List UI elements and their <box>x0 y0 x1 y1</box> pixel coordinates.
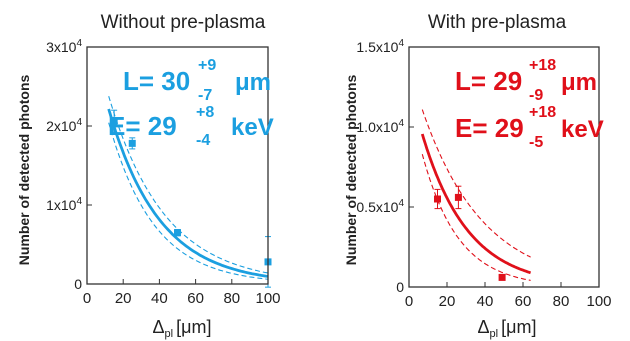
right-annotation: L= 29 +18 -9 μm E= 29 +18 -5 keV <box>455 57 604 151</box>
right-E-sub: -5 <box>529 134 543 151</box>
left-x-label-symbol: Δ <box>153 317 165 337</box>
right-y-axis-label: Number of detected photons <box>343 75 359 266</box>
right-data-point <box>498 273 506 281</box>
left-L-value: L= 30 <box>123 66 190 96</box>
left-data-point <box>174 229 181 237</box>
right-plot-frame <box>408 46 600 288</box>
right-axis-ticks: 0 20 40 60 80 100 0 0.5x104 1.0x104 1.5x104 <box>356 38 611 310</box>
left-E-value: E= 29 <box>108 111 177 141</box>
left-x-label-unit: [μm] <box>176 317 211 337</box>
right-data-point <box>434 195 441 203</box>
right-L-sub: -9 <box>529 87 543 104</box>
right-y-tick-label: 0.5x104 <box>356 198 404 215</box>
right-x-axis-label: Δpl [μm] <box>478 317 537 340</box>
left-x-tick-label: 0 <box>83 290 91 307</box>
right-E-unit: keV <box>561 116 604 143</box>
right-x-tick-label: 80 <box>553 293 570 310</box>
left-y-tick-label: 0 <box>74 276 82 292</box>
left-E-sup: +8 <box>196 104 214 121</box>
left-y-tick-label: 3x104 <box>46 38 82 55</box>
left-chart-title: Without pre-plasma <box>101 12 266 33</box>
left-x-tick-label: 20 <box>115 290 132 307</box>
right-data-point <box>454 193 462 201</box>
left-data-point <box>110 118 118 126</box>
right-y-tick-label: 1.5x104 <box>356 38 404 55</box>
left-plot-frame <box>86 46 269 285</box>
right-y-tick-label: 1.0x104 <box>356 118 404 135</box>
left-x-tick-label: 100 <box>255 290 280 307</box>
right-data-points <box>434 185 506 281</box>
left-y-tick-label: 1x104 <box>46 196 82 213</box>
left-y-tick-label: 2x104 <box>46 117 82 134</box>
right-x-tick-label: 60 <box>515 293 532 310</box>
right-chart-title: With pre-plasma <box>428 12 567 33</box>
right-fit-curve <box>420 133 532 275</box>
left-L-sup: +9 <box>198 57 216 74</box>
left-fit-curve <box>107 108 269 278</box>
right-x-label-unit: [μm] <box>501 317 536 337</box>
right-x-tick-label: 20 <box>439 293 456 310</box>
right-x-tick-label: 100 <box>586 293 611 310</box>
right-L-value: L= 29 <box>455 66 522 96</box>
left-L-unit: μm <box>235 69 271 96</box>
left-x-axis-label: Δpl [μm] <box>153 317 212 340</box>
left-fit-lower-bound <box>108 122 269 280</box>
left-x-tick-label: 60 <box>187 290 204 307</box>
left-data-point <box>128 139 136 147</box>
right-x-label-subscript: pl <box>490 328 499 340</box>
left-x-tick-label: 40 <box>151 290 168 307</box>
right-L-sup: +18 <box>529 57 556 74</box>
right-E-sup: +18 <box>529 104 556 121</box>
panel-right: With pre-plasma Number of detected photo… <box>343 12 612 340</box>
panel-left: Without pre-plasma Number of detected ph… <box>16 12 281 340</box>
right-x-label-symbol: Δ <box>478 317 490 337</box>
right-fit-lower-bound <box>421 154 531 281</box>
right-L-unit: μm <box>561 69 597 96</box>
left-E-sub: -4 <box>196 132 210 149</box>
right-fit-upper-bound <box>421 109 531 258</box>
left-E-unit: keV <box>231 114 274 141</box>
right-y-tick-label: 0 <box>396 279 404 295</box>
left-y-axis-label: Number of detected photons <box>16 75 32 266</box>
left-fit-upper-bound <box>108 96 269 274</box>
left-x-tick-label: 80 <box>223 290 240 307</box>
left-annotation: L= 30 +9 -7 μm E= 29 +8 -4 keV <box>108 57 274 149</box>
left-L-sub: -7 <box>198 87 212 104</box>
left-fit-curves <box>107 96 269 280</box>
left-x-label-subscript: pl <box>165 328 174 340</box>
right-x-tick-label: 40 <box>477 293 494 310</box>
right-E-value: E= 29 <box>455 113 524 143</box>
right-x-tick-label: 0 <box>405 293 413 310</box>
right-fit-curves <box>420 109 532 281</box>
